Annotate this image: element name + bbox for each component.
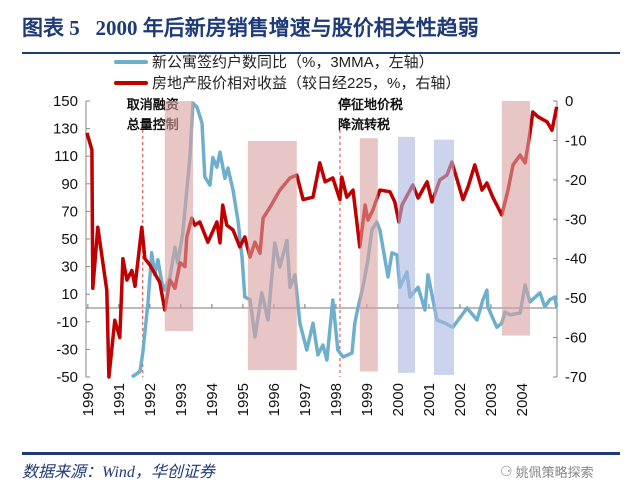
left-tick-label: 70 bbox=[61, 203, 78, 220]
left-tick-label: -30 bbox=[56, 341, 78, 358]
left-tick-label: -10 bbox=[56, 314, 78, 331]
x-tick-label: 1993 bbox=[173, 383, 190, 416]
legend-item-stock: 房地产股价相对收益（较日经225，%，右轴） bbox=[114, 72, 460, 93]
right-tick-label: -60 bbox=[565, 330, 587, 347]
right-tick-label: -50 bbox=[565, 290, 587, 307]
shaded-period bbox=[359, 138, 378, 372]
series-line-real-estate-stock-return bbox=[85, 106, 559, 379]
x-tick-label: 1994 bbox=[204, 383, 221, 416]
event-label: 降流转税 bbox=[338, 117, 390, 133]
x-tick-label: 2004 bbox=[514, 383, 531, 416]
series-line-new-apartment-sales bbox=[130, 101, 559, 379]
left-tick-label: 30 bbox=[61, 259, 78, 276]
right-tick-label: -20 bbox=[565, 172, 587, 189]
left-tick-label: 10 bbox=[61, 286, 78, 303]
left-tick-label: 90 bbox=[61, 176, 78, 193]
source-note: 数据来源：Wind，华创证券 bbox=[22, 464, 215, 481]
x-tick-label: 1998 bbox=[328, 383, 345, 416]
x-tick-label: 1992 bbox=[142, 383, 159, 416]
x-tick-label: 1999 bbox=[359, 383, 376, 416]
watermark-text: 姚佩策略探索 bbox=[515, 465, 594, 480]
wechat-icon: ⚆ bbox=[500, 463, 513, 479]
right-tick-label: -70 bbox=[565, 369, 587, 386]
legend-swatch-blue bbox=[114, 59, 148, 64]
x-tick-label: 1995 bbox=[235, 383, 252, 416]
legend-label: 房地产股价相对收益（较日经225，%，右轴） bbox=[152, 75, 461, 92]
chart-title: 图表 5 2000 年后新房销售增速与股价相关性趋弱 bbox=[22, 16, 479, 40]
right-tick-label: -10 bbox=[565, 132, 587, 149]
shaded-period bbox=[397, 136, 415, 373]
x-tick-label: 1990 bbox=[80, 383, 97, 416]
watermark: ⚆ 姚佩策略探索 bbox=[500, 462, 594, 481]
x-tick-label: 1991 bbox=[111, 383, 128, 416]
event-label: 停征地价税 bbox=[338, 97, 403, 113]
left-tick-label: -50 bbox=[56, 369, 78, 386]
left-tick-label: 50 bbox=[61, 231, 78, 248]
x-tick-label: 2000 bbox=[390, 383, 407, 416]
left-tick-label: 150 bbox=[53, 93, 78, 110]
right-tick-label: -40 bbox=[565, 251, 587, 268]
legend-label: 新公寓签约户数同比（%，3MMA，左轴） bbox=[152, 54, 434, 71]
x-tick-label: 1996 bbox=[266, 383, 283, 416]
left-tick-label: 130 bbox=[53, 121, 78, 138]
footer-divider bbox=[22, 452, 620, 455]
legend-swatch-red bbox=[114, 80, 148, 85]
x-tick-label: 2003 bbox=[483, 383, 500, 416]
x-tick-label: 2001 bbox=[421, 383, 438, 416]
shaded-period bbox=[433, 139, 455, 375]
right-tick-label: 0 bbox=[565, 93, 573, 110]
x-tick-label: 1997 bbox=[297, 383, 314, 416]
legend-item-sales: 新公寓签约户数同比（%，3MMA，左轴） bbox=[114, 51, 434, 72]
right-tick-label: -30 bbox=[565, 211, 587, 228]
shaded-period bbox=[247, 141, 297, 371]
x-tick-label: 2002 bbox=[452, 383, 469, 416]
shaded-period bbox=[164, 101, 193, 332]
left-tick-label: 110 bbox=[54, 148, 78, 165]
shaded-period bbox=[501, 101, 531, 336]
title-divider bbox=[22, 52, 620, 54]
